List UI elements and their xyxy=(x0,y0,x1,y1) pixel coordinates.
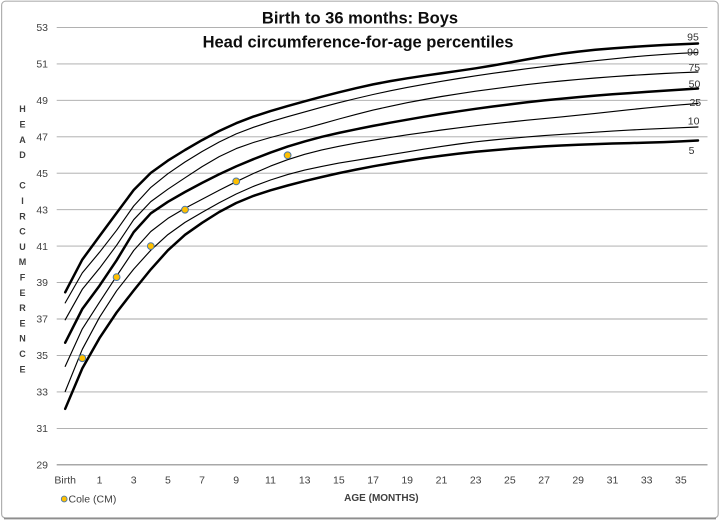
svg-text:27: 27 xyxy=(538,474,550,486)
svg-text:39: 39 xyxy=(36,277,48,289)
svg-text:5: 5 xyxy=(689,145,695,157)
svg-text:29: 29 xyxy=(36,460,48,472)
svg-text:1: 1 xyxy=(97,474,103,486)
svg-text:35: 35 xyxy=(675,474,687,486)
svg-text:E: E xyxy=(19,318,25,328)
svg-text:25: 25 xyxy=(504,474,516,486)
svg-text:41: 41 xyxy=(36,241,48,253)
svg-text:43: 43 xyxy=(36,204,48,216)
svg-text:AGE (MONTHS): AGE (MONTHS) xyxy=(344,493,418,504)
svg-text:11: 11 xyxy=(265,474,276,486)
svg-text:29: 29 xyxy=(572,474,584,486)
svg-text:33: 33 xyxy=(641,474,653,486)
svg-text:Birth: Birth xyxy=(54,474,76,486)
svg-text:R: R xyxy=(19,211,26,221)
svg-text:33: 33 xyxy=(36,387,48,399)
svg-text:U: U xyxy=(19,242,26,252)
svg-text:23: 23 xyxy=(470,474,482,486)
svg-text:C: C xyxy=(19,227,26,237)
svg-text:D: D xyxy=(19,150,26,160)
svg-text:I: I xyxy=(21,196,24,206)
svg-text:15: 15 xyxy=(333,474,345,486)
svg-text:35: 35 xyxy=(36,350,48,362)
svg-text:E: E xyxy=(19,288,25,298)
svg-text:75: 75 xyxy=(688,62,700,74)
svg-text:10: 10 xyxy=(688,116,700,128)
svg-text:Head circumference-for-age per: Head circumference-for-age percentiles xyxy=(203,34,514,52)
svg-text:21: 21 xyxy=(436,474,448,486)
svg-text:E: E xyxy=(19,364,25,374)
svg-text:47: 47 xyxy=(36,131,48,143)
svg-text:51: 51 xyxy=(36,59,48,71)
svg-text:31: 31 xyxy=(36,423,48,435)
svg-text:95: 95 xyxy=(687,32,699,44)
svg-text:7: 7 xyxy=(199,474,205,486)
svg-text:50: 50 xyxy=(689,78,701,90)
svg-text:Birth to 36 months: Boys: Birth to 36 months: Boys xyxy=(262,10,458,28)
svg-text:53: 53 xyxy=(36,22,48,34)
svg-text:45: 45 xyxy=(36,168,48,180)
svg-text:C: C xyxy=(19,181,26,191)
svg-text:17: 17 xyxy=(367,474,379,486)
svg-text:25: 25 xyxy=(689,97,701,109)
svg-text:Cole (CM): Cole (CM) xyxy=(69,494,117,506)
svg-text:N: N xyxy=(19,334,26,344)
svg-text:R: R xyxy=(19,303,26,313)
svg-text:C: C xyxy=(19,349,26,359)
svg-text:E: E xyxy=(19,120,25,130)
svg-text:5: 5 xyxy=(165,474,171,486)
svg-text:19: 19 xyxy=(401,474,413,486)
svg-text:90: 90 xyxy=(687,46,699,58)
svg-text:M: M xyxy=(19,257,27,267)
svg-text:H: H xyxy=(19,104,26,114)
svg-text:31: 31 xyxy=(607,474,619,486)
svg-text:13: 13 xyxy=(299,474,311,486)
svg-text:49: 49 xyxy=(36,95,48,107)
svg-text:A: A xyxy=(19,135,26,145)
svg-text:3: 3 xyxy=(131,474,137,486)
svg-text:F: F xyxy=(20,273,26,283)
svg-text:37: 37 xyxy=(36,314,48,326)
svg-text:9: 9 xyxy=(233,474,239,486)
